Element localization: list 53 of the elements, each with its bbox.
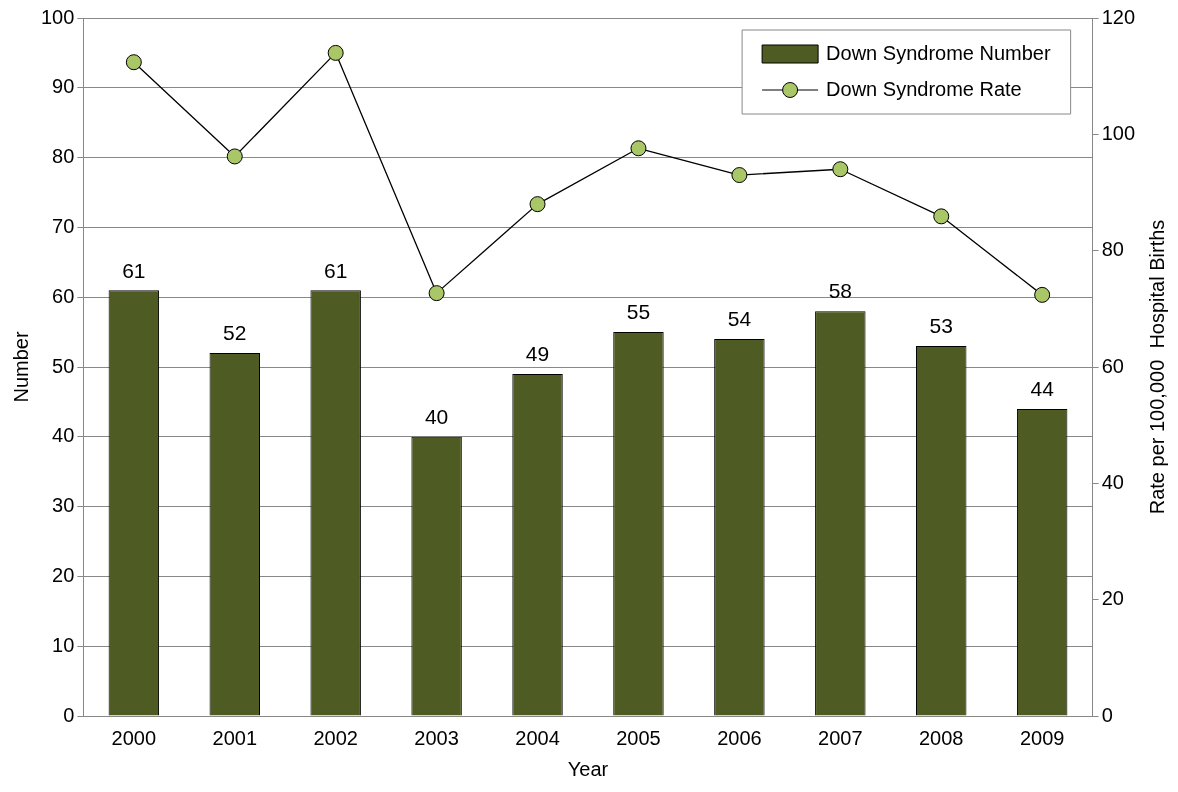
y2-tick-label: 60 [1101, 354, 1124, 377]
x-tick-label: 2007 [818, 726, 863, 749]
y-tick-label: 10 [52, 633, 75, 656]
x-tick-label: 2002 [313, 726, 358, 749]
point [529, 196, 546, 213]
data-label: 53 [929, 314, 953, 338]
y2-tick-label: 0 [1101, 703, 1113, 726]
data-label: 58 [828, 279, 852, 303]
y2-axis-title: Rate per 100,000 Hospital Births [1145, 219, 1168, 515]
x-tick-label: 2000 [111, 726, 157, 749]
point [731, 167, 748, 184]
y2-tick-label: 100 [1101, 121, 1136, 144]
y-tick-label: 40 [52, 424, 75, 447]
y-tick-label: 30 [52, 494, 75, 517]
x-tick-label: 2006 [717, 726, 762, 749]
y-tick-label: 90 [52, 75, 75, 98]
data-label: 52 [223, 321, 247, 345]
point [1034, 286, 1051, 303]
data-label: 61 [122, 258, 146, 282]
y-tick-label: 60 [52, 284, 75, 307]
y-tick-label: 0 [63, 703, 75, 726]
y-axis-title: Number [9, 331, 32, 403]
x-axis-title: Year [567, 757, 609, 780]
data-label: 55 [626, 300, 651, 324]
y-tick-label: 50 [52, 354, 75, 377]
y2-tick-label: 120 [1101, 5, 1136, 28]
data-label: 44 [1030, 377, 1055, 401]
y-tick-label: 100 [40, 5, 75, 28]
x-tick-label: 2003 [414, 726, 459, 749]
legend-label: Down Syndrome Number [826, 41, 1051, 64]
point [832, 161, 849, 178]
data-label: 54 [727, 307, 752, 331]
point [428, 285, 445, 302]
x-tick-label: 2005 [616, 726, 661, 749]
point [933, 208, 950, 225]
y-tick-label: 70 [52, 214, 75, 237]
y-tick-label: 80 [52, 145, 75, 168]
y-tick-label: 20 [52, 563, 75, 586]
point [327, 44, 344, 61]
data-label: 61 [324, 258, 348, 282]
data-label: 49 [525, 342, 550, 366]
x-tick-label: 2009 [1019, 726, 1065, 749]
point [226, 148, 243, 165]
y2-tick-label: 80 [1101, 238, 1124, 261]
x-tick-label: 2008 [918, 726, 964, 749]
data-label: 40 [424, 405, 449, 429]
legend-label: Down Syndrome Rate [826, 77, 1022, 100]
point [125, 54, 142, 71]
x-tick-label: 2001 [212, 726, 258, 749]
point [630, 140, 647, 157]
x-tick-label: 2004 [515, 726, 560, 749]
y2-tick-label: 20 [1101, 587, 1124, 610]
y2-tick-label: 40 [1101, 470, 1124, 493]
